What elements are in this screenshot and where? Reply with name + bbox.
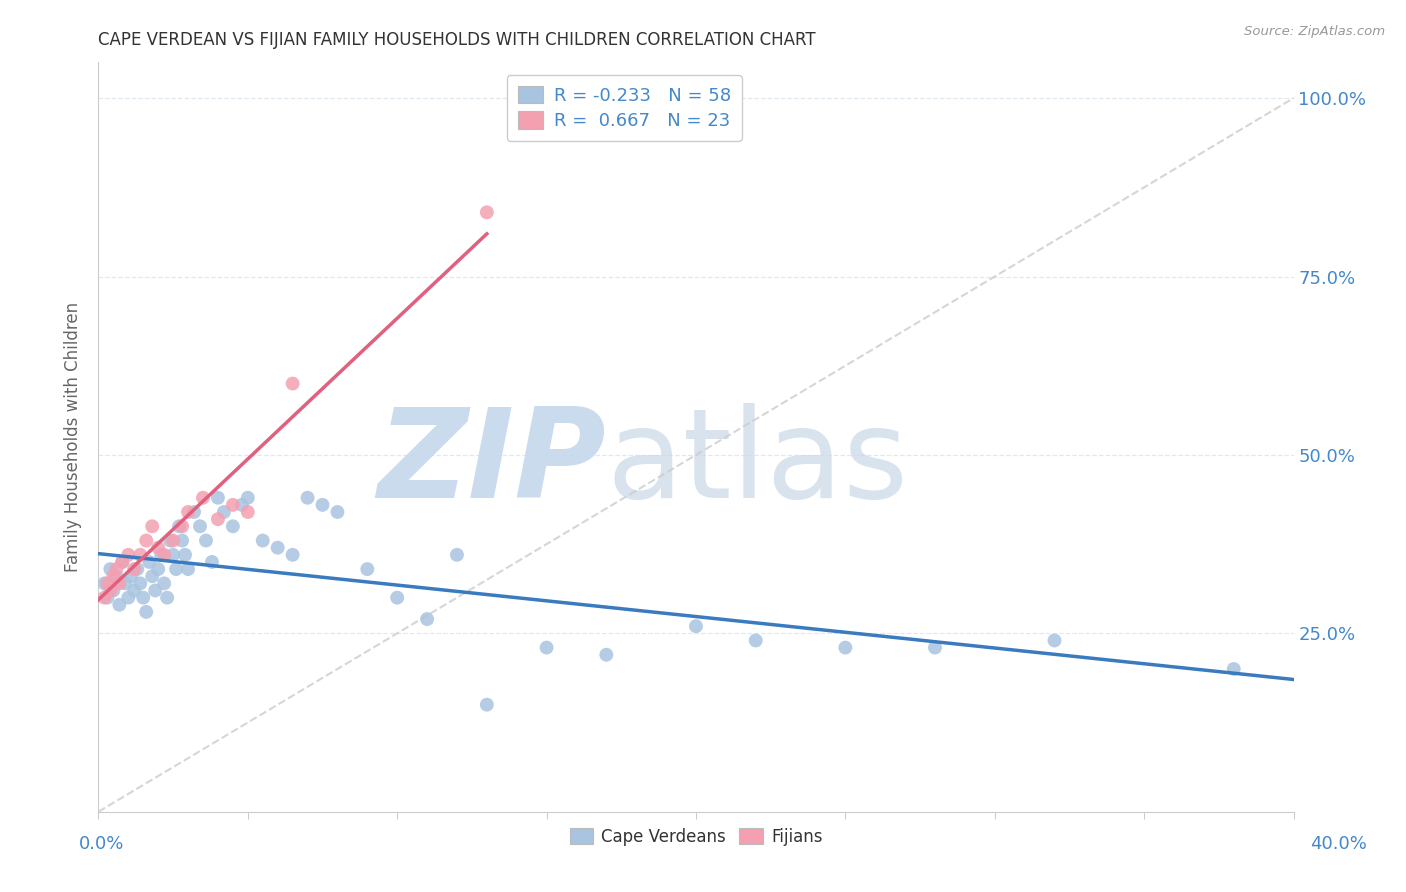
Point [105, 569, 128, 583]
Point [536, 640, 558, 655]
Point [132, 591, 155, 605]
Point [1223, 662, 1246, 676]
Point [207, 512, 229, 526]
Point [141, 519, 163, 533]
Point [117, 548, 139, 562]
Point [172, 519, 194, 533]
Point [103, 569, 125, 583]
Point [98, 562, 122, 576]
Point [172, 533, 194, 548]
Point [191, 491, 214, 505]
Point [281, 376, 304, 391]
Point [177, 562, 200, 576]
Point [162, 548, 184, 562]
Point [124, 562, 146, 576]
Point [595, 648, 617, 662]
Point [105, 562, 128, 576]
Point [222, 498, 245, 512]
Point [236, 505, 259, 519]
Point [231, 498, 253, 512]
Text: 0.0%: 0.0% [79, 835, 124, 853]
Point [135, 533, 157, 548]
Point [165, 562, 187, 576]
Point [212, 505, 235, 519]
Point [356, 562, 378, 576]
Point [326, 505, 349, 519]
Point [117, 591, 139, 605]
Point [311, 498, 333, 512]
Y-axis label: Family Households with Children: Family Households with Children [65, 302, 83, 572]
Point [120, 569, 142, 583]
Point [135, 605, 157, 619]
Text: Source: ZipAtlas.com: Source: ZipAtlas.com [1244, 25, 1385, 38]
Point [834, 640, 856, 655]
Point [281, 548, 304, 562]
Point [475, 205, 498, 219]
Text: 40.0%: 40.0% [1310, 835, 1367, 853]
Point [1043, 633, 1066, 648]
Text: ZIP: ZIP [378, 403, 606, 524]
Point [153, 576, 176, 591]
Point [93, 576, 115, 591]
Point [207, 491, 229, 505]
Point [124, 583, 146, 598]
Point [446, 548, 468, 562]
Point [475, 698, 498, 712]
Point [114, 576, 136, 591]
Point [108, 576, 131, 591]
Point [416, 612, 439, 626]
Point [111, 555, 134, 569]
Point [222, 519, 245, 533]
Point [153, 548, 176, 562]
Point [159, 533, 181, 548]
Point [188, 519, 211, 533]
Point [745, 633, 768, 648]
Point [385, 591, 409, 605]
Point [183, 505, 205, 519]
Point [150, 548, 173, 562]
Point [924, 640, 946, 655]
Point [138, 555, 160, 569]
Point [143, 583, 166, 598]
Point [236, 491, 259, 505]
Legend: Cape Verdeans, Fijians: Cape Verdeans, Fijians [561, 820, 831, 855]
Point [103, 583, 125, 598]
Point [156, 591, 179, 605]
Point [127, 562, 149, 576]
Point [297, 491, 319, 505]
Point [129, 548, 152, 562]
Point [201, 555, 224, 569]
Point [252, 533, 274, 548]
Point [148, 541, 170, 555]
Point [177, 505, 200, 519]
Point [167, 519, 190, 533]
Point [111, 555, 134, 569]
Text: CAPE VERDEAN VS FIJIAN FAMILY HOUSEHOLDS WITH CHILDREN CORRELATION CHART: CAPE VERDEAN VS FIJIAN FAMILY HOUSEHOLDS… [98, 31, 815, 49]
Point [195, 533, 218, 548]
Point [162, 533, 184, 548]
Point [148, 562, 170, 576]
Point [267, 541, 290, 555]
Point [685, 619, 707, 633]
Point [96, 576, 118, 591]
Point [98, 583, 122, 598]
Point [174, 548, 197, 562]
Point [93, 591, 115, 605]
Point [129, 576, 152, 591]
Point [141, 569, 163, 583]
Text: atlas: atlas [606, 403, 908, 524]
Point [108, 598, 131, 612]
Point [96, 591, 118, 605]
